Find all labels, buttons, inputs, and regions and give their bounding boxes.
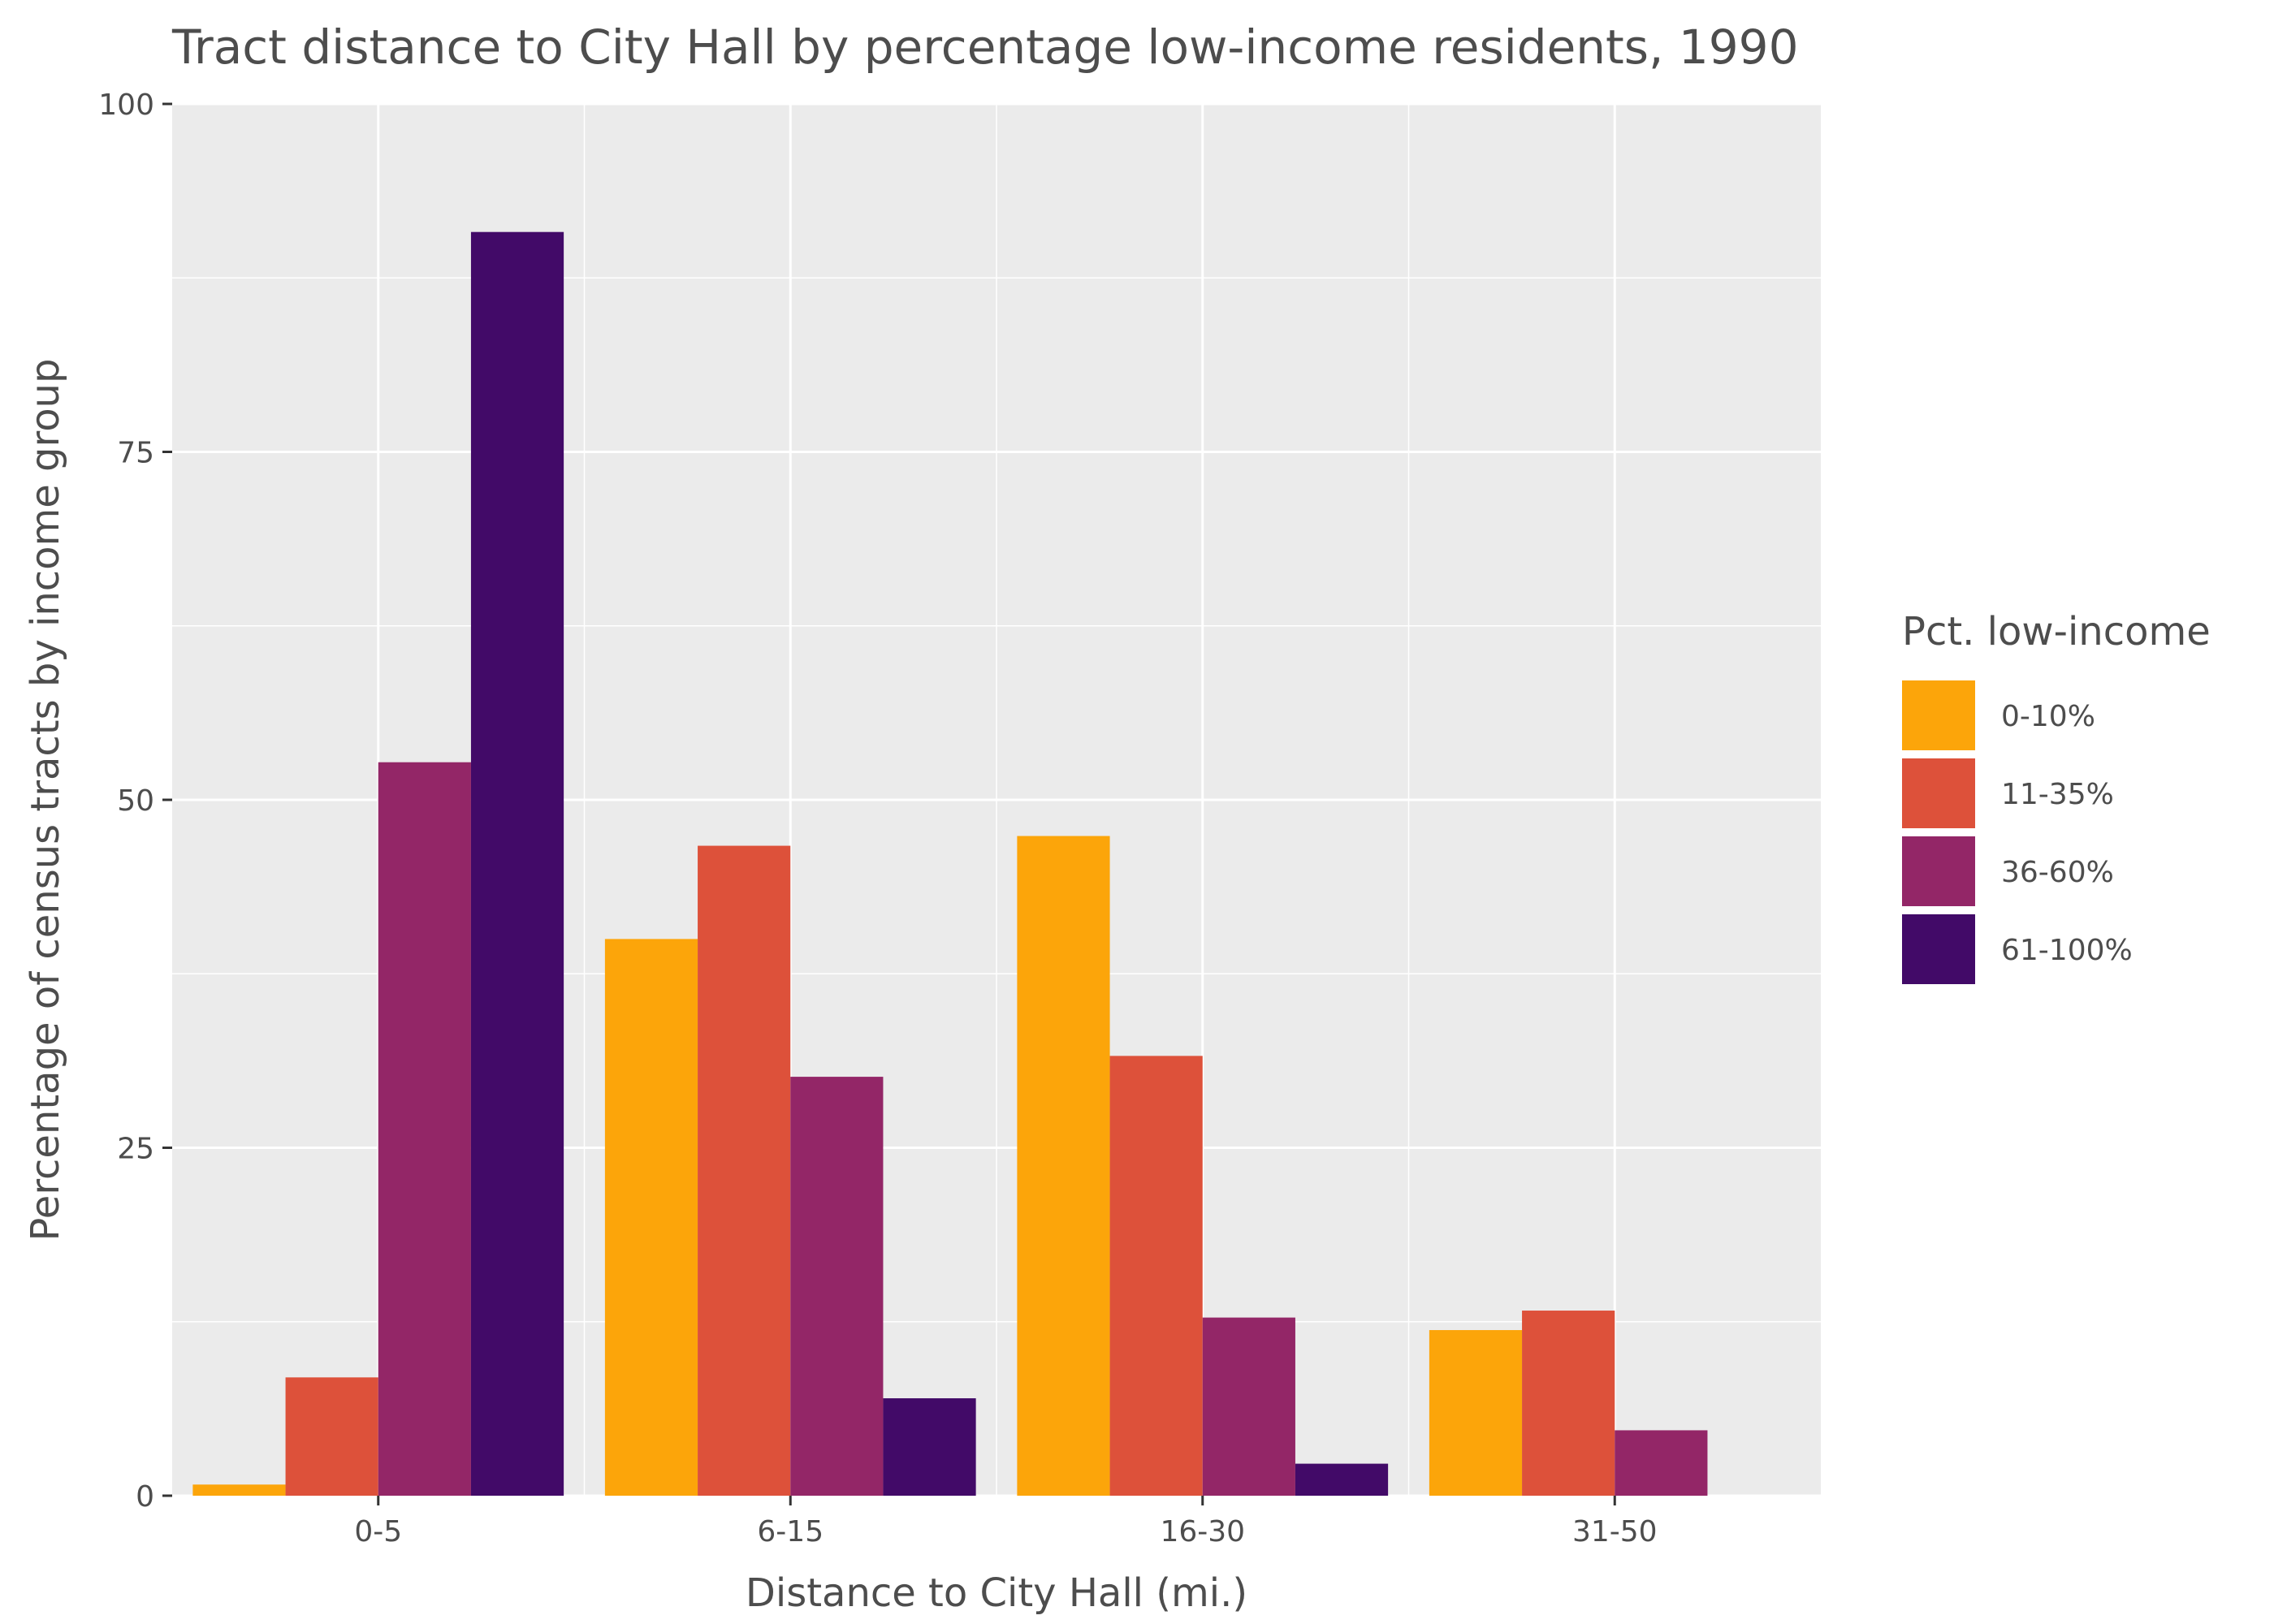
y-tick-label: 25 <box>117 1133 154 1166</box>
legend-label: 36-60% <box>2001 856 2114 889</box>
bar-11-35%-31-50 <box>1522 1311 1615 1496</box>
bar-0-10%-6-15 <box>604 939 698 1496</box>
legend-key-61-100% <box>1902 914 1975 984</box>
bar-11-35%-6-15 <box>698 845 791 1496</box>
y-tick-label: 50 <box>117 784 154 818</box>
x-tick-label: 0-5 <box>354 1515 402 1548</box>
legend-key-0-10% <box>1902 680 1975 750</box>
x-axis: 0-5 6-15 16-30 31-50 <box>354 1496 1658 1548</box>
bar-36-60%-6-15 <box>790 1077 884 1496</box>
x-axis-title: Distance to City Hall (mi.) <box>746 1570 1247 1616</box>
legend-label: 61-100% <box>2001 934 2133 967</box>
bar-36-60%-31-50 <box>1615 1430 1708 1496</box>
bar-11-35%-16-30 <box>1109 1056 1203 1496</box>
x-tick-label: 6-15 <box>757 1515 824 1548</box>
bar-0-10%-31-50 <box>1429 1330 1523 1496</box>
y-tick-label: 0 <box>136 1480 154 1514</box>
x-tick-label: 16-30 <box>1160 1515 1245 1548</box>
legend-label: 0-10% <box>2001 700 2095 733</box>
bars <box>192 231 1708 1496</box>
y-tick-label: 100 <box>98 89 154 122</box>
bar-0-10%-16-30 <box>1017 836 1110 1496</box>
legend: Pct. low-income 0-10% 11-35% 36-60% 61-100% <box>1902 609 2211 984</box>
bar-0-10%-0-5 <box>192 1484 286 1496</box>
bar-36-60%-0-5 <box>378 762 471 1496</box>
legend-title: Pct. low-income <box>1902 609 2211 654</box>
legend-label: 11-35% <box>2001 778 2114 811</box>
legend-key-36-60% <box>1902 836 1975 906</box>
bar-61-100%-16-30 <box>1295 1463 1389 1496</box>
legend-key-11-35% <box>1902 758 1975 828</box>
bar-61-100%-0-5 <box>470 231 564 1496</box>
bar-61-100%-6-15 <box>883 1398 976 1496</box>
x-tick-label: 31-50 <box>1572 1515 1658 1548</box>
chart-title: Tract distance to City Hall by percentag… <box>171 19 1798 75</box>
y-axis: 0 25 50 75 100 <box>98 89 172 1514</box>
bar-11-35%-0-5 <box>285 1377 378 1496</box>
bar-36-60%-16-30 <box>1202 1317 1295 1496</box>
y-axis-title: Percentage of census tracts by income gr… <box>23 359 68 1242</box>
y-tick-label: 75 <box>117 437 154 470</box>
